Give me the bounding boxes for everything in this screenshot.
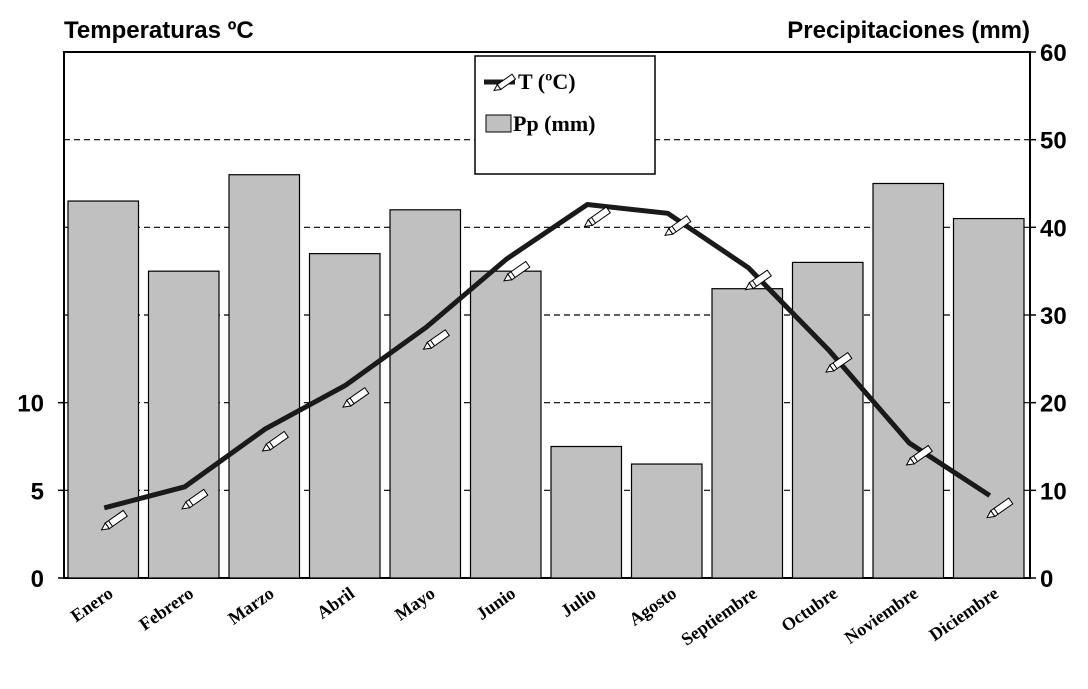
pencil-marker	[664, 215, 692, 236]
pencil-icon	[493, 73, 517, 92]
pencil-marker	[181, 488, 209, 510]
bar	[791, 261, 864, 579]
right-tick-label: 60	[1040, 40, 1067, 67]
pencil-marker	[986, 497, 1014, 519]
pencil-marker	[583, 206, 611, 228]
x-tick-label: Agosto	[625, 583, 680, 630]
right-axis-title: Precipitaciones (mm)	[787, 17, 1030, 44]
left-axis-title: Temperaturas ºC	[64, 17, 254, 44]
bar	[389, 209, 462, 579]
right-axis-ticks: 0 10 20 30 40 50 60	[1030, 40, 1067, 593]
x-tick-label: Enero	[67, 583, 117, 626]
legend-label-precipitation: Pp (mm)	[513, 111, 595, 136]
x-tick-label: Junio	[472, 583, 519, 624]
bar	[630, 463, 703, 579]
bar	[67, 200, 140, 579]
right-tick-label: 20	[1040, 391, 1067, 418]
x-tick-label: Marzo	[224, 583, 277, 629]
bar	[147, 270, 220, 579]
pencil-marker	[503, 260, 531, 282]
x-tick-label: Octubre	[777, 583, 841, 636]
right-tick-label: 30	[1040, 303, 1067, 330]
x-tick-label: Abril	[313, 583, 358, 623]
x-tick-label: Septiembre	[677, 583, 760, 650]
pencil-marker	[422, 329, 450, 350]
legend-bar-swatch	[485, 114, 512, 133]
x-tick-label: Mayo	[391, 583, 439, 625]
temperature-markers	[100, 206, 1014, 531]
pencil-marker	[825, 351, 853, 373]
bar	[308, 253, 381, 579]
bar	[228, 174, 301, 579]
right-tick-label: 40	[1040, 215, 1067, 242]
legend: T (ºC) Pp (mm)	[474, 55, 656, 175]
left-axis-ticks: 0 5 10	[17, 391, 64, 593]
pencil-marker	[744, 269, 772, 291]
right-tick-label: 50	[1040, 128, 1067, 155]
pencil-marker	[905, 444, 933, 466]
x-tick-label: Julio	[557, 583, 600, 621]
bar	[872, 182, 945, 579]
bar	[469, 270, 542, 579]
pencil-marker	[100, 509, 128, 531]
bar	[952, 217, 1025, 579]
left-tick-label: 5	[31, 478, 44, 505]
x-tick-label: Diciembre	[925, 583, 1002, 645]
right-tick-label: 0	[1040, 566, 1053, 593]
legend-label-temperature: T (ºC)	[518, 69, 576, 94]
bar	[711, 288, 784, 579]
precipitation-bars	[67, 174, 1025, 579]
pencil-marker	[261, 430, 289, 452]
bar	[550, 445, 623, 579]
x-tick-label: Febrero	[135, 583, 197, 635]
x-tick-label: Noviembre	[841, 583, 922, 648]
x-axis-labels: Enero Febrero Marzo Abril Mayo Junio Julio Agos…	[67, 583, 1002, 650]
left-tick-label: 0	[31, 566, 44, 593]
right-tick-label: 10	[1040, 478, 1067, 505]
pencil-marker	[342, 386, 370, 408]
left-tick-label: 10	[17, 391, 44, 418]
